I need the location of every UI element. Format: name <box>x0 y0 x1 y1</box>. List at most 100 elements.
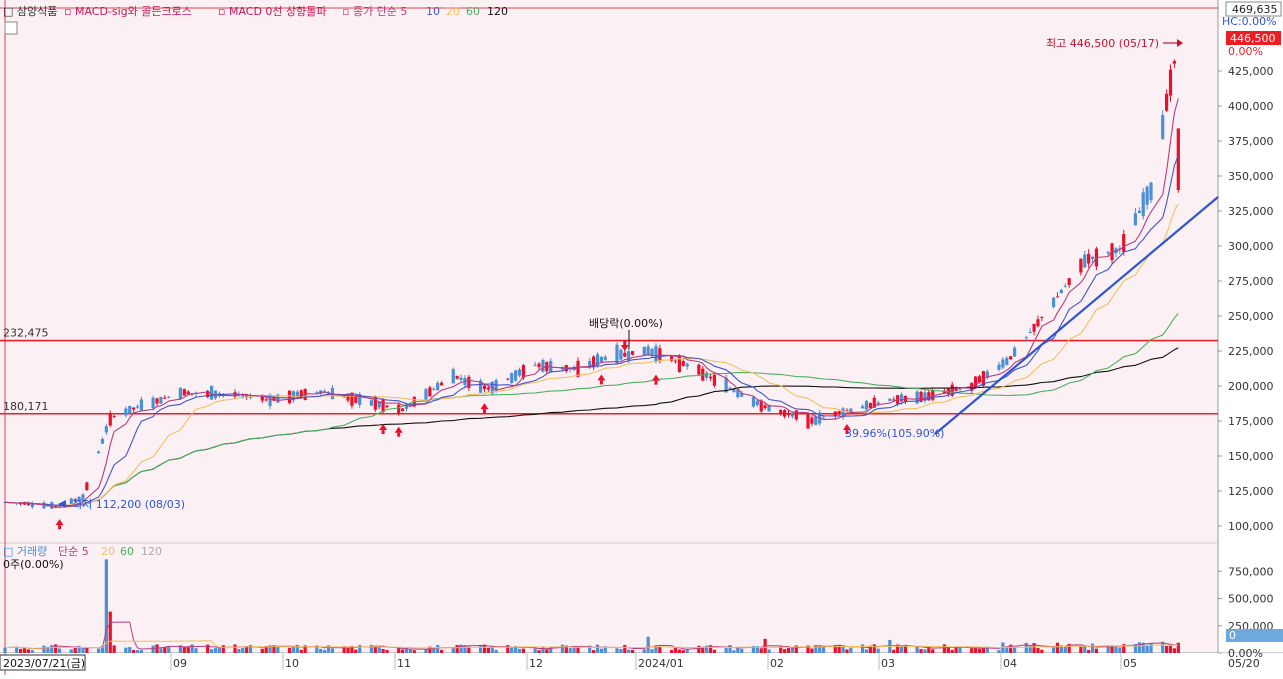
candle-body[interactable] <box>833 411 837 417</box>
candle-body[interactable] <box>167 396 171 398</box>
volume-bar[interactable] <box>821 646 826 653</box>
candle-body[interactable] <box>478 380 483 393</box>
candle-body[interactable] <box>1176 128 1180 190</box>
candle-body[interactable] <box>1001 359 1005 368</box>
volume-bar[interactable] <box>654 645 658 653</box>
volume-bar[interactable] <box>206 644 210 653</box>
candle-body[interactable] <box>810 417 814 424</box>
candle-body[interactable] <box>872 397 876 408</box>
candle-body[interactable] <box>954 387 958 391</box>
volume-bar[interactable] <box>568 648 572 653</box>
volume-bar[interactable] <box>751 646 756 653</box>
candle-body[interactable] <box>1005 357 1009 365</box>
volume-bar[interactable] <box>221 645 225 653</box>
candle-body[interactable] <box>467 376 471 388</box>
candle-body[interactable] <box>350 393 354 406</box>
candle-body[interactable] <box>451 369 455 384</box>
candle-body[interactable] <box>432 388 436 390</box>
volume-bar[interactable] <box>849 647 853 653</box>
candle-body[interactable] <box>677 355 681 373</box>
candle-body[interactable] <box>1122 234 1126 252</box>
volume-bar[interactable] <box>942 644 947 653</box>
volume-bar[interactable] <box>57 648 62 653</box>
candle-body[interactable] <box>295 391 299 399</box>
candle-body[interactable] <box>517 369 522 376</box>
candle-body[interactable] <box>1118 248 1122 250</box>
volume-bar[interactable] <box>915 646 919 653</box>
volume-bar[interactable] <box>209 649 214 653</box>
candle-body[interactable] <box>927 392 931 401</box>
volume-bar[interactable] <box>736 646 740 653</box>
candle-body[interactable] <box>155 398 159 404</box>
candle-body[interactable] <box>576 360 580 377</box>
candle-body[interactable] <box>346 394 350 401</box>
volume-bar[interactable] <box>958 646 962 653</box>
volume-bar[interactable] <box>467 646 471 653</box>
candle-body[interactable] <box>786 413 791 416</box>
candle-body[interactable] <box>514 370 518 381</box>
candle-body[interactable] <box>1024 337 1028 339</box>
volume-bar[interactable] <box>100 646 105 653</box>
candle-body[interactable] <box>260 396 264 401</box>
candle-body[interactable] <box>233 392 237 397</box>
volume-bar[interactable] <box>1176 642 1180 653</box>
candle-body[interactable] <box>1051 297 1056 308</box>
candle-body[interactable] <box>732 388 736 393</box>
candle-body[interactable] <box>669 356 674 362</box>
volume-bar[interactable] <box>400 649 405 653</box>
candle-body[interactable] <box>424 389 428 401</box>
candle-body[interactable] <box>755 400 759 406</box>
candle-body[interactable] <box>654 345 658 362</box>
candle-body[interactable] <box>100 439 105 444</box>
volume-bar[interactable] <box>455 644 459 653</box>
volume-bar[interactable] <box>15 646 19 653</box>
volume-bar[interactable] <box>950 649 954 653</box>
candle-body[interactable] <box>615 344 619 364</box>
candle-body[interactable] <box>923 392 927 402</box>
candle-body[interactable] <box>248 396 253 398</box>
candle-body[interactable] <box>182 389 186 396</box>
volume-bar[interactable] <box>3 647 7 653</box>
volume-bar[interactable] <box>572 646 576 653</box>
candle-body[interactable] <box>673 360 678 362</box>
candle-body[interactable] <box>860 406 865 409</box>
volume-bar[interactable] <box>104 559 108 653</box>
volume-bar[interactable] <box>369 644 374 653</box>
trendline[interactable] <box>934 196 1219 435</box>
candle-body[interactable] <box>1063 285 1067 287</box>
candle-body[interactable] <box>326 392 331 395</box>
candle-body[interactable] <box>821 417 826 419</box>
volume-bar[interactable] <box>385 650 389 653</box>
volume-bar[interactable] <box>595 644 600 653</box>
volume-bar[interactable] <box>486 647 490 653</box>
volume-bar[interactable] <box>132 650 136 653</box>
candle-body[interactable] <box>354 395 358 403</box>
volume-bar[interactable] <box>1009 644 1013 653</box>
volume-bar[interactable] <box>128 647 132 653</box>
candle-body[interactable] <box>779 409 783 414</box>
volume-bar[interactable] <box>810 648 814 653</box>
volume-bar[interactable] <box>1165 646 1169 653</box>
candle-body[interactable] <box>759 400 763 412</box>
candle-body[interactable] <box>264 399 268 401</box>
volume-bar[interactable] <box>217 648 221 653</box>
volume-bar[interactable] <box>767 649 771 653</box>
candle-body[interactable] <box>241 395 245 397</box>
volume-bar[interactable] <box>619 649 623 653</box>
volume-bar[interactable] <box>673 647 678 653</box>
volume-bar[interactable] <box>974 648 978 653</box>
volume-bar[interactable] <box>112 645 116 653</box>
volume-bar[interactable] <box>514 646 518 653</box>
volume-bar[interactable] <box>159 648 163 653</box>
candle-body[interactable] <box>1161 115 1165 140</box>
candle-body[interactable] <box>888 398 892 401</box>
candle-body[interactable] <box>385 405 389 408</box>
volume-bar[interactable] <box>18 649 23 653</box>
volume-bar[interactable] <box>404 647 409 653</box>
volume-bar[interactable] <box>1067 643 1071 653</box>
candle-body[interactable] <box>358 394 362 405</box>
volume-bar[interactable] <box>841 646 845 653</box>
candle-body[interactable] <box>681 360 685 366</box>
candle-body[interactable] <box>482 385 487 389</box>
